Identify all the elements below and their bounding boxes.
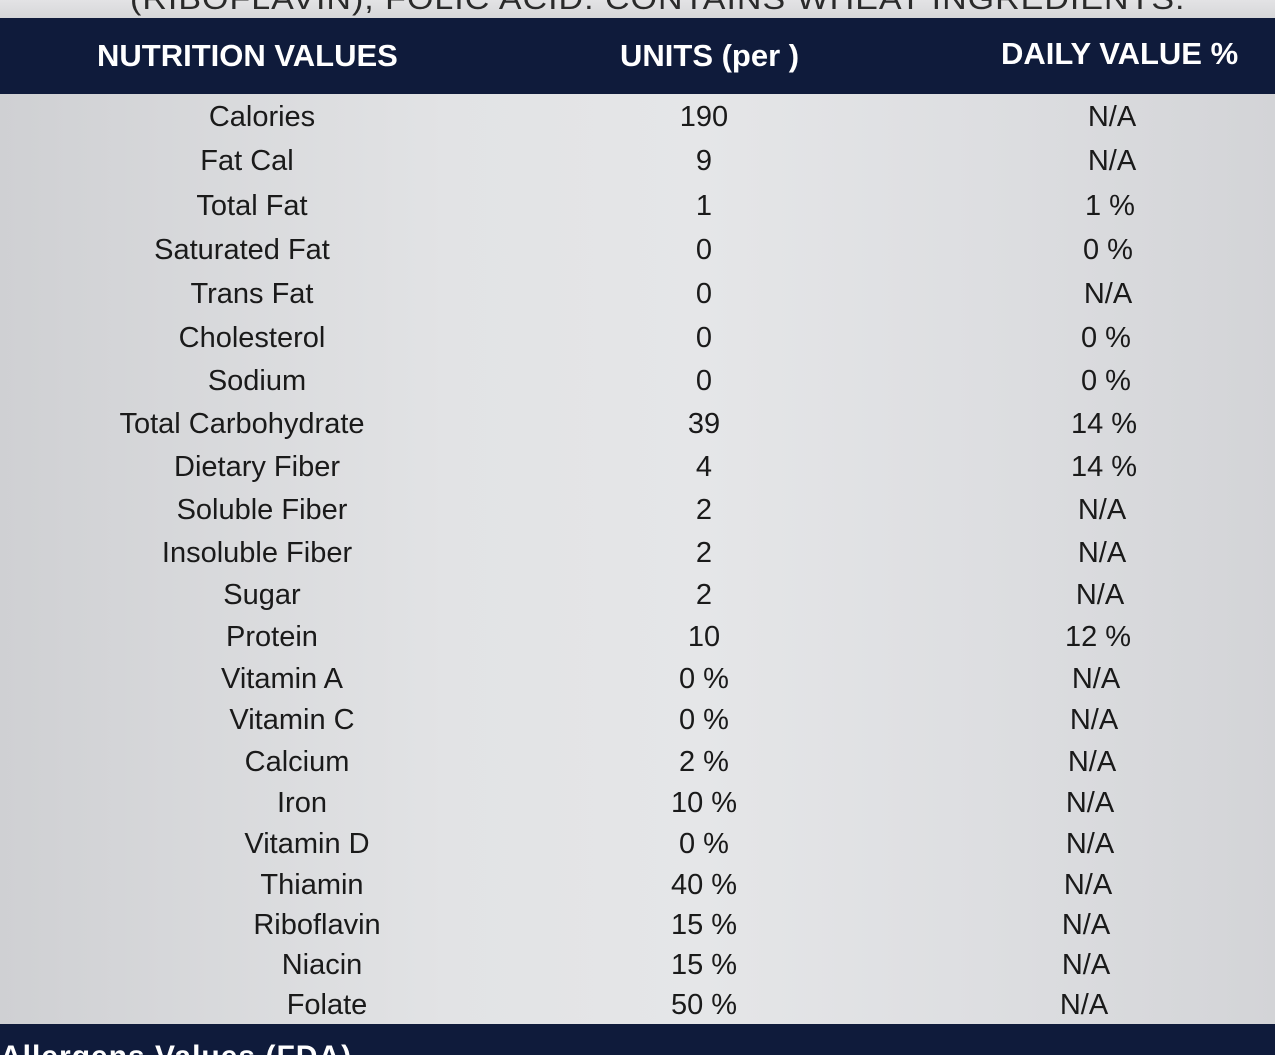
table-row: Calories 190 N/A (0, 101, 1275, 143)
nutrient-name: Calories (208, 101, 316, 133)
header-nutrition-values: NUTRITION VALUES (97, 38, 398, 73)
nutrient-units: 0 % (679, 828, 729, 860)
nutrient-daily-value: N/A (1063, 869, 1113, 901)
table-row: Riboflavin 15 % N/A (0, 909, 1275, 951)
nutrient-units: 9 (695, 145, 713, 177)
nutrient-units: 0 (695, 234, 713, 266)
nutrient-units: 15 % (670, 909, 738, 941)
table-row: Folate 50 % N/A (0, 989, 1275, 1031)
nutrient-name: Sodium (207, 365, 307, 397)
header-units: UNITS (per ) (620, 38, 800, 73)
table-row: Cholesterol 0 0 % (0, 322, 1275, 364)
header-daily-value: DAILY VALUE % (1001, 36, 1239, 71)
nutrition-table-header: NUTRITION VALUES UNITS (per ) DAILY VALU… (0, 18, 1275, 94)
nutrient-daily-value: 0 % (1081, 322, 1131, 354)
nutrient-daily-value: 1 % (1085, 190, 1135, 222)
nutrient-daily-value: 0 % (1083, 234, 1133, 266)
nutrient-units: 2 (695, 537, 713, 569)
nutrient-name: Saturated Fat (154, 234, 330, 266)
table-row: Sugar 2 N/A (0, 579, 1275, 621)
nutrient-daily-value: N/A (1075, 579, 1125, 611)
table-row: Dietary Fiber 4 14 % (0, 451, 1275, 493)
nutrient-units: 10 % (670, 787, 738, 819)
nutrient-daily-value: N/A (1069, 704, 1119, 736)
nutrient-daily-value: N/A (1071, 663, 1121, 695)
nutrient-name: Niacin (281, 949, 363, 981)
nutrient-name: Calcium (244, 746, 350, 778)
nutrient-daily-value: N/A (1083, 278, 1133, 310)
nutrient-daily-value: N/A (1065, 828, 1115, 860)
allergens-section-title: Allergens Values (FDA) (0, 1040, 352, 1055)
nutrient-name: Thiamin (260, 869, 364, 901)
nutrient-daily-value: N/A (1067, 746, 1117, 778)
nutrition-table-body: Calories 190 N/A Fat Cal 9 N/A Total Fat 1 1 % Sa… (0, 94, 1275, 1024)
nutrient-name: Dietary Fiber (174, 451, 340, 483)
nutrient-units: 0 % (679, 704, 729, 736)
nutrient-daily-value: 14 % (1070, 451, 1138, 483)
nutrient-units: 50 % (670, 989, 738, 1021)
nutrient-units: 0 (695, 278, 713, 310)
nutrient-name: Fat Cal (200, 145, 294, 177)
table-row: Thiamin 40 % N/A (0, 869, 1275, 911)
ingredients-text-strip: (RIBOFLAVIN), FOLIC ACID. CONTAINS WHEAT… (0, 0, 1275, 18)
nutrient-name: Trans Fat (190, 278, 314, 310)
nutrient-name: Total Carbohydrate (119, 408, 365, 440)
table-row: Iron 10 % N/A (0, 787, 1275, 829)
nutrient-name: Vitamin C (229, 704, 355, 736)
nutrient-name: Folate (286, 989, 368, 1021)
nutrient-units: 1 (695, 190, 713, 222)
nutrient-units: 10 (687, 621, 721, 653)
nutrient-name: Riboflavin (253, 909, 381, 941)
nutrient-name: Vitamin D (244, 828, 370, 860)
nutrient-name: Protein (226, 621, 318, 653)
nutrient-units: 40 % (670, 869, 738, 901)
nutrient-units: 2 (695, 494, 713, 526)
nutrient-daily-value: 12 % (1064, 621, 1132, 653)
nutrient-daily-value: N/A (1061, 949, 1111, 981)
table-row: Total Fat 1 1 % (0, 190, 1275, 232)
nutrient-name: Sugar (223, 579, 301, 611)
nutrient-daily-value: N/A (1087, 145, 1137, 177)
nutrient-units: 2 (695, 579, 713, 611)
nutrient-daily-value: N/A (1077, 494, 1127, 526)
table-row: Niacin 15 % N/A (0, 949, 1275, 991)
nutrient-units: 4 (695, 451, 713, 483)
nutrient-units: 0 % (679, 663, 729, 695)
table-row: Calcium 2 % N/A (0, 746, 1275, 788)
table-row: Saturated Fat 0 0 % (0, 234, 1275, 276)
table-row: Soluble Fiber 2 N/A (0, 494, 1275, 536)
nutrient-name: Soluble Fiber (176, 494, 348, 526)
nutrient-daily-value: N/A (1065, 787, 1115, 819)
ingredients-text: (RIBOFLAVIN), FOLIC ACID. CONTAINS WHEAT… (130, 0, 1185, 17)
table-row: Trans Fat 0 N/A (0, 278, 1275, 320)
nutrient-daily-value: N/A (1077, 537, 1127, 569)
table-row: Total Carbohydrate 39 14 % (0, 408, 1275, 450)
table-row: Vitamin C 0 % N/A (0, 704, 1275, 746)
nutrient-units: 15 % (670, 949, 738, 981)
nutrient-daily-value: N/A (1059, 989, 1109, 1021)
allergens-section-bar: Allergens Values (FDA) (0, 1024, 1275, 1055)
nutrient-units: 0 (695, 322, 713, 354)
nutrient-daily-value: 0 % (1081, 365, 1131, 397)
nutrient-units: 39 (687, 408, 721, 440)
nutrient-name: Vitamin A (221, 663, 343, 695)
nutrient-name: Insoluble Fiber (161, 537, 353, 569)
nutrient-name: Iron (277, 787, 327, 819)
nutrient-name: Total Fat (196, 190, 308, 222)
table-row: Fat Cal 9 N/A (0, 145, 1275, 187)
nutrient-name: Cholesterol (178, 322, 326, 354)
table-row: Vitamin A 0 % N/A (0, 663, 1275, 705)
nutrient-daily-value: N/A (1087, 101, 1137, 133)
table-row: Protein 10 12 % (0, 621, 1275, 663)
nutrient-daily-value: N/A (1061, 909, 1111, 941)
nutrient-units: 190 (679, 101, 729, 133)
table-row: Vitamin D 0 % N/A (0, 828, 1275, 870)
table-row: Sodium 0 0 % (0, 365, 1275, 407)
nutrient-units: 0 (695, 365, 713, 397)
nutrient-units: 2 % (679, 746, 729, 778)
nutrient-daily-value: 14 % (1070, 408, 1138, 440)
table-row: Insoluble Fiber 2 N/A (0, 537, 1275, 579)
